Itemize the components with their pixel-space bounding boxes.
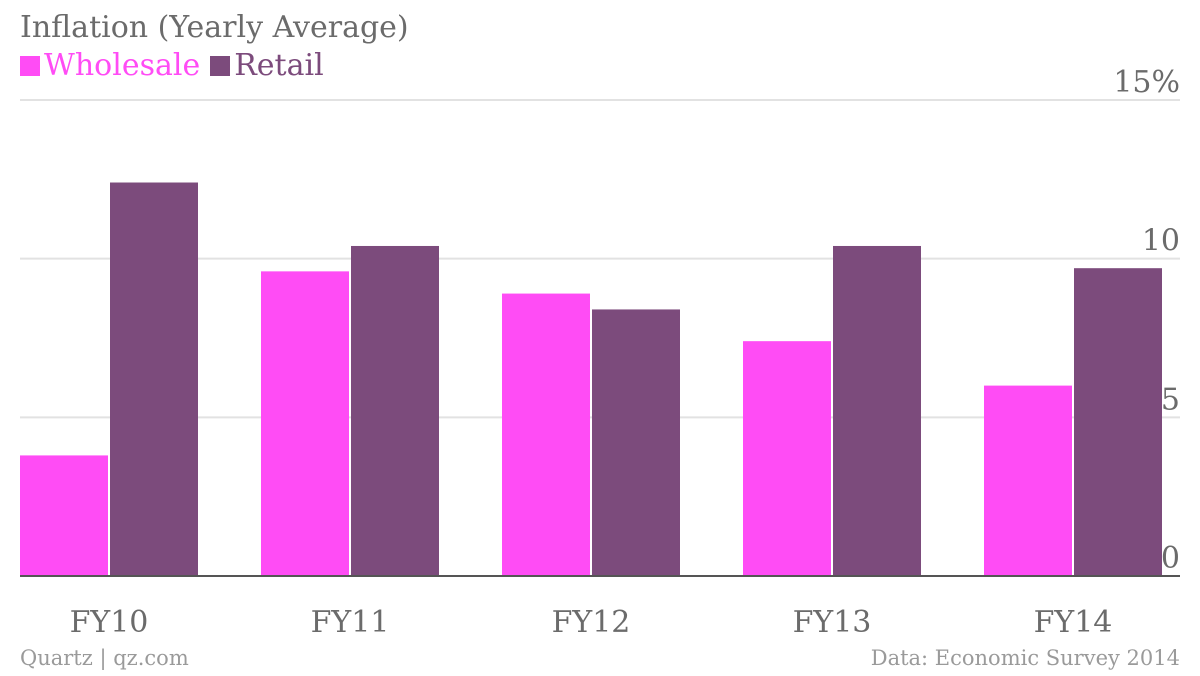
- bar-wholesale-fy10: [20, 455, 108, 576]
- bar-retail-fy11: [351, 245, 439, 576]
- footer-source: Data: Economic Survey 2014: [870, 646, 1180, 670]
- bar-wholesale-fy12: [502, 293, 590, 576]
- legend-item-retail: Retail: [210, 48, 324, 83]
- x-tick-label-fy11: FY11: [311, 605, 390, 640]
- bar-retail-fy12: [592, 309, 680, 576]
- x-tick-label-fy10: FY10: [70, 605, 149, 640]
- y-tick-label-2: 10: [1142, 224, 1180, 259]
- bar-retail-fy13: [833, 245, 921, 576]
- y-tick-label-0: 0: [1161, 541, 1180, 576]
- legend-label-retail: Retail: [234, 48, 324, 83]
- legend-label-wholesale: Wholesale: [44, 48, 201, 83]
- x-tick-label-fy13: FY13: [793, 605, 872, 640]
- legend-swatch-wholesale: [20, 55, 40, 76]
- x-tick-label-fy14: FY14: [1034, 605, 1113, 640]
- legend-item-wholesale: Wholesale: [20, 48, 200, 83]
- bar-wholesale-fy11: [261, 271, 349, 576]
- y-tick-label-1: 5: [1161, 382, 1180, 417]
- y-tick-label-3: 15%: [1113, 65, 1180, 100]
- legend-swatch-retail: [210, 55, 231, 76]
- bar-retail-fy10: [110, 182, 198, 577]
- chart-title: Inflation (Yearly Average): [20, 10, 409, 45]
- bar-retail-fy14: [1074, 268, 1162, 576]
- footer-credit: Quartz | qz.com: [20, 646, 189, 670]
- x-tick-label-fy12: FY12: [552, 605, 631, 640]
- bar-wholesale-fy13: [743, 341, 831, 576]
- legend: Wholesale Retail: [20, 48, 334, 83]
- bar-wholesale-fy14: [984, 385, 1072, 576]
